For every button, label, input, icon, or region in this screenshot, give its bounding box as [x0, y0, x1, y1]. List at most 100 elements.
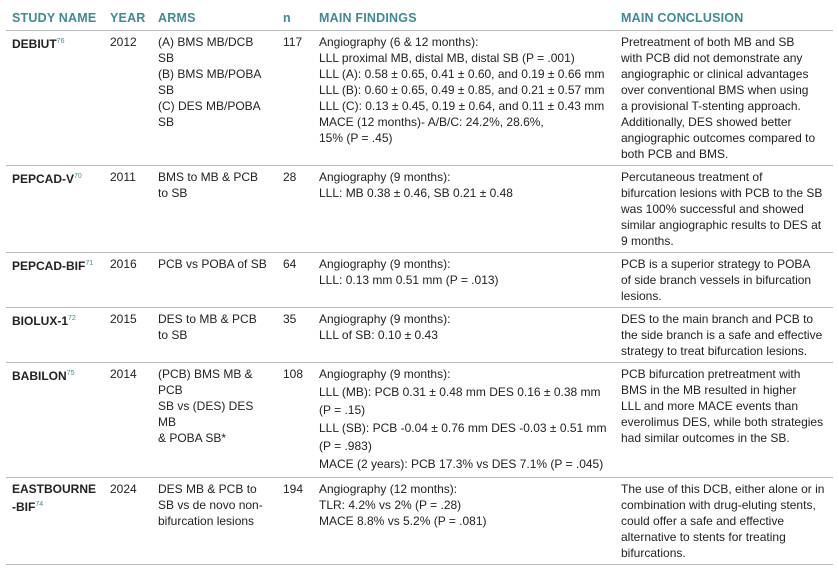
sample-size: 64 [277, 252, 313, 308]
conclusion-line: was 100% successful and showed [621, 202, 804, 216]
column-header: n [283, 11, 291, 25]
conclusion-line: strategy to treat bifurcation lesions. [621, 344, 808, 358]
findings-line: LLL (C): 0.13 ± 0.45, 0.19 ± 0.64, and 0… [319, 99, 605, 113]
study-name: PEPCAD-V70 [6, 165, 104, 253]
arms-line: SB vs (DES) DES MB [158, 399, 254, 429]
study-row: DEBIUT76 2012 (A) BMS MB/DCB SB (B) BMS MB/… [6, 30, 833, 166]
study-name: DEBIUT76 [6, 30, 104, 166]
conclusion-line: angiographic outcomes compared to [621, 131, 816, 145]
conclusion: Pretreatment of both MB and SB with PCB d… [615, 30, 833, 166]
findings-line: Angiography (6 & 12 months): [319, 35, 479, 49]
arms: DES to MB & PCB to SB [152, 307, 277, 363]
findings-line: LLL (B): 0.60 ± 0.65, 0.49 ± 0.85, and 0… [319, 83, 605, 97]
reference: 75 [66, 370, 75, 377]
year: 2024 [104, 477, 152, 565]
arms: (PCB) BMS MB & PCB SB vs (DES) DES MB & PO… [152, 362, 277, 478]
findings-line: LLL of SB: 0.10 ± 0.43 [319, 328, 438, 342]
study-name-text: PEPCAD-BIF [12, 259, 86, 273]
arms-line: (PCB) BMS MB & PCB [158, 367, 253, 397]
arms: PCB vs POBA of SB [152, 252, 277, 308]
conclusion-line: of side branch vessels in bifurcation [621, 273, 812, 287]
study-name-text: EASTBOURNE-BIF [12, 482, 97, 514]
sample-size: 28 [277, 165, 313, 253]
conclusion-line: DES to the main branch and PCB to [621, 312, 814, 326]
findings-line: LLL (A): 0.58 ± 0.65, 0.41 ± 0.60, and 0… [319, 67, 605, 81]
conclusion-line: combination with drug-eluting stents, [621, 498, 816, 512]
column-header: ARMS [158, 11, 196, 25]
arms-line: BMS to MB & PCB [158, 170, 259, 184]
findings: Angiography (12 months): TLR: 4.2% vs 2% … [313, 477, 615, 565]
year: 2014 [104, 362, 152, 478]
arms-line: (A) BMS MB/DCB SB [158, 35, 254, 65]
conclusion: PCB bifurcation pretreatment with BMS in … [615, 362, 833, 478]
arms-line: DES to MB & PCB [158, 312, 257, 326]
study-name-text: BABILON [12, 369, 67, 383]
sample-size: 194 [277, 477, 313, 565]
findings-line: LLL proximal MB, distal MB, distal SB (P… [319, 51, 575, 65]
conclusion-line: Percutaneous treatment of [621, 170, 763, 184]
conclusion-line: had similar outcomes in the SB. [621, 431, 790, 445]
arms-line: SB vs de novo non- [158, 498, 263, 512]
conclusion-line: bifurcations. [621, 546, 686, 560]
year: 2011 [104, 165, 152, 253]
findings-line: Angiography (9 months): [319, 367, 451, 381]
arms-line: to SB [158, 186, 188, 200]
conclusion: DES to the main branch and PCB to the sid… [615, 307, 833, 363]
conclusion-line: angiographic or clinical advantages [621, 67, 809, 81]
findings: Angiography (9 months): LLL: MB 0.38 ± 0.… [313, 165, 615, 253]
arms-line: (B) BMS MB/POBA SB [158, 67, 261, 97]
findings: Angiography (9 months): LLL (MB): PCB 0.3… [313, 362, 615, 478]
findings-line: Angiography (9 months): [319, 312, 451, 326]
findings-line: Angiography (12 months): [319, 482, 458, 496]
study-row: BABILON75 2014 (PCB) BMS MB & PCB SB vs (DE… [6, 362, 833, 478]
findings: Angiography (6 & 12 months): LLL proximal… [313, 30, 615, 166]
study-name: BABILON75 [6, 362, 104, 478]
findings-line: LLL (MB): PCB 0.31 ± 0.48 mm DES 0.16 ± … [319, 385, 601, 399]
sample-size: 108 [277, 362, 313, 478]
sample-size: 117 [277, 30, 313, 166]
conclusion-line: The use of this DCB, either alone or in [621, 482, 825, 496]
conclusion-line: PCB is a superior strategy to POBA [621, 257, 811, 271]
conclusion-line: similar angiographic results to DES at [621, 218, 822, 232]
study-name: BIOLUX-172 [6, 307, 104, 363]
conclusion-line: Pretreatment of both MB and SB [621, 35, 795, 49]
conclusion-line: LLL and more MACE events than [621, 399, 798, 413]
column-header: YEAR [110, 11, 146, 25]
findings-line: (P = .15) [319, 403, 366, 417]
reference: 70 [74, 173, 82, 180]
column-header: MAIN FINDINGS [319, 11, 417, 25]
findings-line: TLR: 4.2% vs 2% (P = .28) [319, 498, 462, 512]
study-row: PEPCAD-V70 2011 BMS to MB & PCB to SB 28 Angi… [6, 165, 833, 253]
reference: 76 [56, 38, 65, 45]
arms-line: bifurcation lesions [158, 514, 255, 528]
findings-line: MACE (12 months)- A/B/C: 24.2%, 28.6%, [319, 115, 544, 129]
conclusion-line: the side branch is a safe and effective [621, 328, 823, 342]
conclusion-line: bifurcation lesions with PCB to the SB [621, 186, 823, 200]
findings-line: LLL (SB): PCB -0.04 ± 0.76 mm DES -0.03 … [319, 421, 607, 435]
arms-line: (C) DES MB/POBA SB [158, 99, 261, 129]
conclusion-line: both PCB and BMS. [621, 147, 729, 161]
conclusion-line: everolimus DES, while both strategies [621, 415, 824, 429]
conclusion: Percutaneous treatment of bifurcation les… [615, 165, 833, 253]
conclusion-line: 9 months. [621, 234, 674, 248]
study-name: EASTBOURNE-BIF74 [6, 477, 104, 565]
sample-size: 35 [277, 307, 313, 363]
arms: DES MB & PCB to SB vs de novo non-bifurca… [152, 477, 277, 565]
findings-line: 15% (P = .45) [319, 131, 393, 145]
year: 2015 [104, 307, 152, 363]
reference: 71 [85, 260, 94, 267]
header-row: STUDY NAME YEAR ARMS n MAIN FINDINGS MAIN CON… [6, 8, 833, 31]
findings-line: Angiography (9 months): [319, 257, 451, 271]
conclusion-line: lesions. [621, 289, 662, 303]
conclusion-line: BMS in the MB resulted in higher [621, 383, 797, 397]
study-name-text: PEPCAD-V [12, 172, 75, 186]
study-table: STUDY NAME YEAR ARMS n MAIN FINDINGS MAIN CON… [6, 8, 833, 565]
findings-line: LLL: 0.13 mm 0.51 mm (P = .013) [319, 273, 499, 287]
findings-line: (P = .983) [319, 439, 372, 453]
findings-line: LLL: MB 0.38 ± 0.46, SB 0.21 ± 0.48 [319, 186, 513, 200]
study-name-text: BIOLUX-1 [12, 314, 69, 328]
column-header: STUDY NAME [12, 11, 97, 25]
findings: Angiography (9 months): LLL: 0.13 mm 0.51… [313, 252, 615, 308]
arms-line: PCB vs POBA of SB [158, 257, 267, 271]
arms-line: DES MB & PCB to [158, 482, 257, 496]
